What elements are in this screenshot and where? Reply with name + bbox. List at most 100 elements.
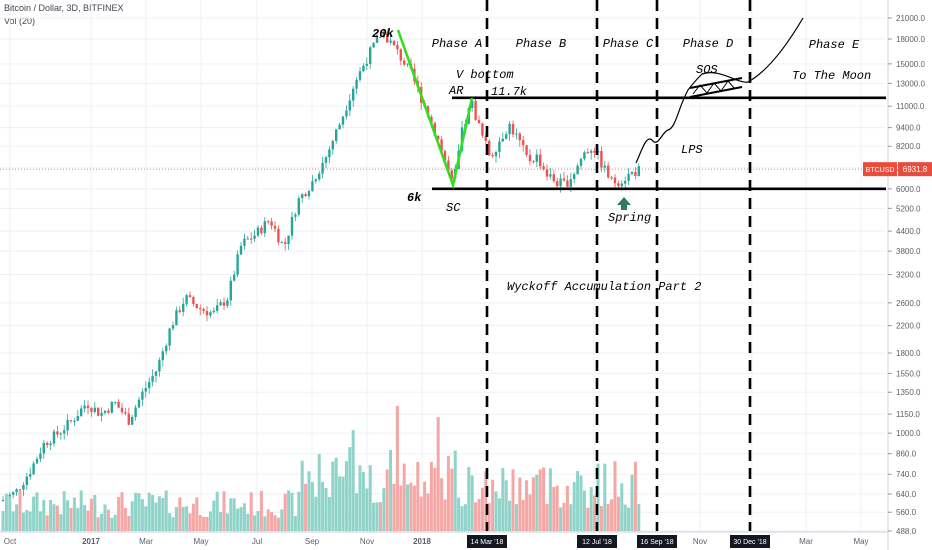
candle-body: [205, 310, 209, 316]
candle-body: [168, 328, 171, 346]
volume-bar: [327, 497, 331, 531]
volume-bar: [42, 499, 46, 531]
volume-bar: [508, 500, 512, 531]
volume-bar: [178, 497, 182, 531]
volume-bar: [542, 467, 546, 531]
x-tick-label: 2018: [413, 537, 431, 546]
volume-bar: [219, 512, 223, 531]
candle-body: [59, 433, 62, 435]
volume-bar: [134, 492, 138, 531]
volume-bar: [300, 460, 304, 531]
volume-bar: [208, 511, 212, 531]
candle-body: [576, 165, 579, 175]
candle-body: [280, 242, 283, 244]
volume-bar: [423, 481, 427, 531]
volume-bar: [630, 474, 634, 531]
candle-body: [515, 133, 518, 135]
candle-body: [243, 238, 246, 246]
candle-body: [158, 360, 161, 372]
volume-bar: [453, 450, 457, 531]
candle-body: [151, 375, 154, 382]
candle-body: [403, 60, 406, 65]
volume-bar: [623, 504, 627, 531]
volume-bar: [38, 511, 42, 531]
candle-body: [586, 152, 589, 154]
volume-bar: [79, 490, 83, 531]
candle-body: [42, 442, 45, 454]
candle-body: [39, 453, 42, 459]
candle-body: [311, 181, 314, 192]
candle-body: [83, 405, 86, 409]
candle-body: [46, 442, 49, 446]
volume-bar: [270, 511, 274, 531]
volume-bar: [450, 468, 454, 531]
candle-body: [219, 302, 222, 306]
volume-bar: [212, 500, 216, 531]
volume-bar: [266, 509, 270, 531]
volume-bar: [467, 467, 471, 531]
volume-bar: [276, 517, 280, 531]
candle-body: [263, 221, 266, 234]
candle-body: [328, 149, 331, 158]
candles: [1, 28, 640, 502]
phase-label: Phase D: [683, 37, 733, 51]
candle-body: [535, 154, 538, 162]
volume-bar: [426, 493, 430, 531]
volume-bar: [185, 506, 189, 531]
candle-body: [195, 303, 198, 309]
volume-bar: [497, 498, 501, 531]
volume-bar: [229, 498, 233, 531]
volume-title: Vol (20): [4, 16, 36, 26]
candle-body: [260, 227, 263, 234]
candle-body: [362, 65, 365, 72]
sos-flag-bottom: [689, 86, 743, 98]
x-tick-label: Oct: [4, 537, 17, 546]
volume-bar: [321, 481, 325, 531]
volume-bar: [168, 513, 172, 531]
candle-body: [569, 179, 572, 187]
candle-body: [182, 303, 185, 312]
candle-body: [154, 371, 158, 376]
volume-bar: [613, 461, 617, 531]
candle-body: [90, 408, 93, 412]
volume-bar: [66, 500, 70, 531]
volume-bar: [314, 496, 318, 531]
volume-bar: [191, 503, 195, 531]
volume-bar: [106, 509, 110, 531]
annotation-label: V bottom: [456, 68, 514, 82]
candle-body: [481, 123, 484, 136]
y-tick-label: 1350.0: [896, 388, 921, 397]
volume-bar: [76, 507, 80, 531]
candle-body: [396, 45, 399, 50]
candle-body: [627, 173, 630, 181]
volume-bar: [103, 504, 107, 531]
annotation-label: Spring: [608, 211, 651, 225]
volume-bar: [137, 493, 141, 531]
candle-body: [630, 172, 634, 174]
candle-body: [355, 79, 358, 89]
candle-body: [437, 135, 440, 140]
volume-bar: [304, 483, 308, 531]
y-tick-label: 860.0: [896, 450, 917, 459]
projection-path: [635, 17, 804, 164]
candle-body: [505, 134, 508, 139]
candle-body: [624, 180, 627, 184]
volume-bar: [157, 496, 161, 531]
volume-bar: [256, 511, 260, 531]
candle-body: [161, 351, 164, 361]
volume-bar: [1, 511, 5, 531]
candle-body: [542, 166, 545, 170]
candle-body: [331, 141, 334, 150]
candle-body: [518, 133, 521, 141]
volume-bar: [253, 515, 257, 531]
volume-bar: [202, 516, 206, 531]
y-tick-label: 11000.0: [896, 102, 925, 111]
sos-flag-zigzag: [692, 80, 736, 95]
volume-bar: [93, 494, 97, 531]
volume-bar: [317, 454, 321, 531]
volume-bar: [501, 468, 505, 531]
candle-body: [216, 305, 219, 311]
volume-bar: [293, 516, 297, 531]
candle-body: [222, 302, 226, 306]
candle-body: [12, 491, 15, 495]
